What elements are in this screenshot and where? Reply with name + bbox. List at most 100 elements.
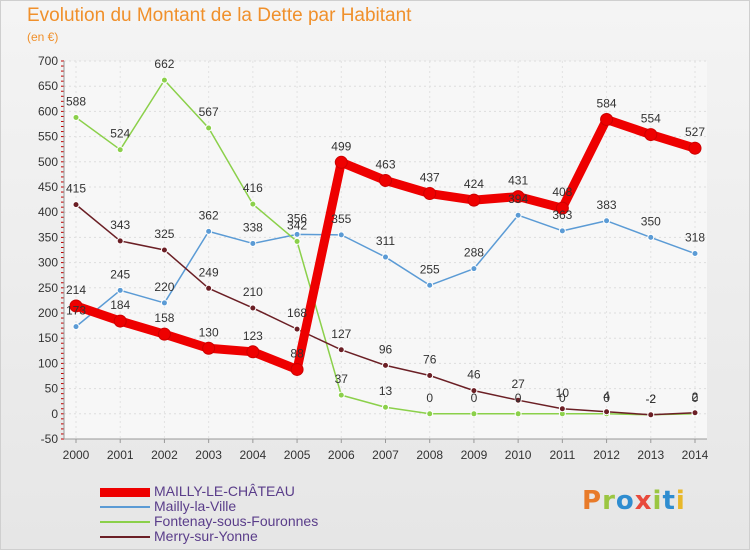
data-label: 363 [552, 208, 572, 222]
data-label: 10 [556, 386, 570, 400]
legend-swatch [100, 488, 150, 497]
data-point [558, 227, 566, 235]
data-label: 0 [603, 391, 610, 405]
data-point [647, 411, 655, 419]
x-tick-label: 2013 [637, 448, 664, 462]
data-point [72, 201, 80, 209]
data-label: 158 [154, 311, 174, 325]
y-tick-label: 100 [38, 356, 58, 370]
series-mailly-le-ch-teau [69, 112, 702, 376]
y-tick-label: 400 [38, 205, 58, 219]
data-label: 342 [287, 218, 307, 232]
x-tick-label: 2004 [240, 448, 267, 462]
data-label: 524 [110, 127, 130, 141]
data-point [249, 304, 257, 312]
data-point [160, 246, 168, 254]
x-tick-label: 2001 [107, 448, 134, 462]
legend-label: Merry-sur-Yonne [154, 528, 258, 544]
data-point [603, 217, 611, 225]
data-label: 37 [335, 372, 349, 386]
x-tick-label: 2014 [682, 448, 709, 462]
logo-letter: o [615, 486, 635, 516]
data-point [337, 231, 345, 239]
y-tick-label: -50 [41, 432, 59, 446]
data-point [160, 299, 168, 307]
data-point [379, 173, 392, 187]
x-tick-label: 2010 [505, 448, 532, 462]
data-point [116, 146, 124, 154]
data-point [514, 396, 522, 404]
series-mailly-la-ville [72, 211, 699, 331]
data-label: 0 [426, 391, 433, 405]
data-point [205, 227, 213, 235]
data-point [426, 281, 434, 289]
data-label: 2 [692, 390, 699, 404]
data-label: 46 [467, 368, 481, 382]
data-label: 527 [685, 125, 705, 139]
data-label: 394 [508, 192, 528, 206]
data-point [600, 112, 614, 126]
data-label: 173 [66, 304, 86, 318]
legend-swatch [100, 506, 150, 508]
logo-letter: x [634, 486, 653, 516]
legend-label: MAILLY-LE-CHÂTEAU [154, 483, 295, 499]
y-tick-label: 350 [38, 230, 58, 244]
x-tick-label: 2006 [328, 448, 355, 462]
y-tick-label: 600 [38, 104, 58, 118]
data-label: 588 [66, 94, 86, 108]
y-tick-label: 450 [38, 180, 58, 194]
data-label: 168 [287, 306, 307, 320]
data-point [113, 314, 127, 328]
data-label: 0 [692, 391, 699, 405]
y-tick-label: 250 [38, 281, 58, 295]
logo-letter: t [662, 486, 676, 516]
data-label: 424 [464, 177, 484, 191]
proxiti-logo: Proxiti [582, 486, 686, 516]
data-point [647, 233, 655, 241]
legend-swatch [100, 536, 150, 538]
legend-label: Mailly-la-Ville [154, 498, 237, 514]
data-label: 437 [420, 171, 440, 185]
data-label: 245 [110, 267, 130, 281]
y-tick-label: 50 [45, 382, 59, 396]
data-label: 499 [331, 139, 351, 153]
data-label: 127 [331, 327, 351, 341]
data-label: 662 [154, 57, 174, 71]
data-point [467, 193, 481, 207]
data-point [382, 253, 389, 261]
data-label: -2 [645, 392, 656, 406]
data-point [246, 345, 260, 359]
data-point [688, 141, 702, 155]
data-label: 27 [511, 377, 525, 391]
data-label: 214 [66, 283, 86, 297]
data-point [202, 341, 216, 355]
logo-letter: r [602, 486, 616, 516]
data-label: 338 [243, 220, 263, 234]
data-point [644, 128, 658, 142]
data-label: 0 [515, 391, 522, 405]
data-point [426, 410, 434, 418]
y-tick-label: 700 [38, 54, 58, 68]
data-label: 184 [110, 298, 130, 312]
data-point [157, 327, 171, 341]
data-point [511, 190, 525, 204]
data-label: 4 [603, 389, 610, 403]
data-point [337, 391, 345, 399]
data-label: 463 [375, 157, 395, 171]
data-point [290, 362, 304, 376]
data-label: 76 [423, 352, 437, 366]
data-point [555, 201, 569, 215]
legend-swatch [100, 521, 150, 523]
data-point [249, 239, 257, 247]
y-tick-label: 500 [38, 155, 58, 169]
data-label: 584 [597, 96, 617, 110]
chart-title: Evolution du Montant de la Dette par Hab… [27, 5, 412, 26]
y-tick-label: 300 [38, 256, 58, 270]
data-label: 88 [290, 346, 304, 360]
data-point [293, 230, 301, 238]
data-label: 255 [420, 262, 440, 276]
data-point [514, 410, 522, 418]
data-label: 431 [508, 174, 528, 188]
data-label: 415 [66, 182, 86, 196]
legend-label: Fontenay-sous-Fouronnes [154, 513, 319, 529]
